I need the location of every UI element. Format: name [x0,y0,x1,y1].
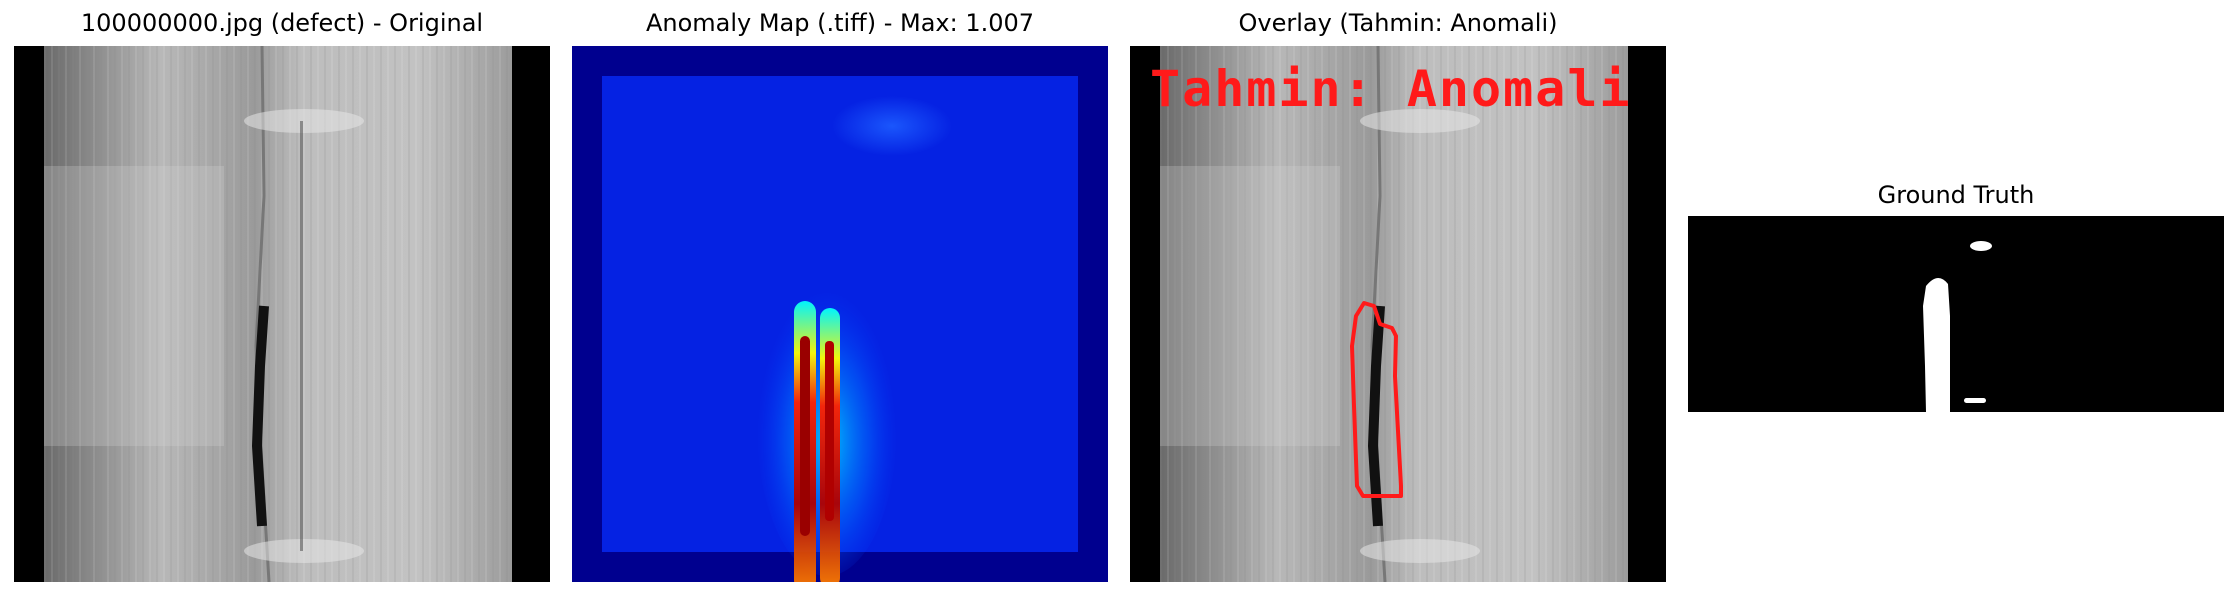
anomaly-map-image [572,46,1108,582]
overlay-image: Tahmin: Anomali (1 [1130,46,1666,582]
panel-title-anomaly-map: Anomaly Map (.tiff) - Max: 1.007 [572,8,1108,38]
prediction-label: Tahmin: Anomali (1 [1150,60,1666,118]
panel-title-original: 100000000.jpg (defect) - Original [14,8,550,38]
ground-truth-mask [1688,216,2224,412]
panel-title-overlay: Overlay (Tahmin: Anomali) [1130,8,1666,38]
panel-title-ground-truth: Ground Truth [1688,180,2224,210]
original-image [14,46,550,582]
